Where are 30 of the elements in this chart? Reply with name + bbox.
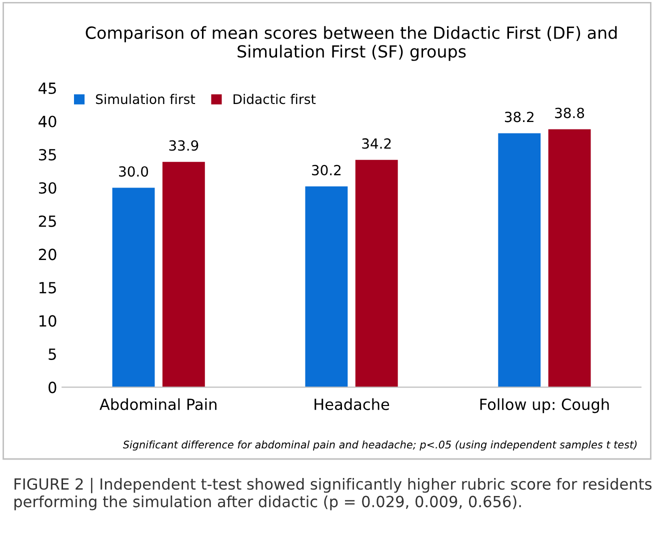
bar <box>355 160 398 388</box>
y-tick-label: 45 <box>38 82 56 94</box>
data-label: 33.9 <box>169 140 198 151</box>
y-tick-label: 10 <box>40 315 56 327</box>
data-label: 38.2 <box>504 112 534 122</box>
bar <box>112 188 155 388</box>
x-tick-label: Abdominal Pain <box>100 398 216 410</box>
x-tick-label: Headache <box>314 398 390 410</box>
data-label: 30.2 <box>312 164 341 176</box>
data-label: 38.8 <box>555 108 584 118</box>
y-tick-label: 0 <box>48 382 56 394</box>
bar <box>498 133 541 388</box>
y-tick-label: 25 <box>38 215 56 227</box>
x-tick-label: Follow up: Cough <box>480 398 609 414</box>
chart-title: Comparison of mean scores between the Didactic First (DF) and Simulation First (SF) groups <box>86 26 617 61</box>
bar <box>162 162 205 388</box>
y-tick-label: 40 <box>38 116 56 128</box>
legend-label: Simulation first <box>96 94 196 104</box>
bar <box>305 186 348 388</box>
data-label: 34.2 <box>362 138 391 149</box>
y-tick-label: 5 <box>48 348 56 360</box>
bar <box>548 129 591 388</box>
y-tick-label: 15 <box>40 282 56 294</box>
data-label: 30.0 <box>119 166 148 177</box>
y-tick-label: 35 <box>38 148 56 161</box>
legend-label: Didactic first <box>234 94 316 104</box>
y-tick-label: 20 <box>38 248 56 260</box>
text: Significant difference for abdominal pain and headache; p<.05 (using independent samples t test) <box>122 440 637 451</box>
y-tick-label: 30 <box>38 182 56 194</box>
caption: FIGURE 2 | Independent t-test showed significantly higher rubric score for residents performing the simulation after didactic (p = 0.029, 0.009, 0.656). <box>14 478 652 510</box>
